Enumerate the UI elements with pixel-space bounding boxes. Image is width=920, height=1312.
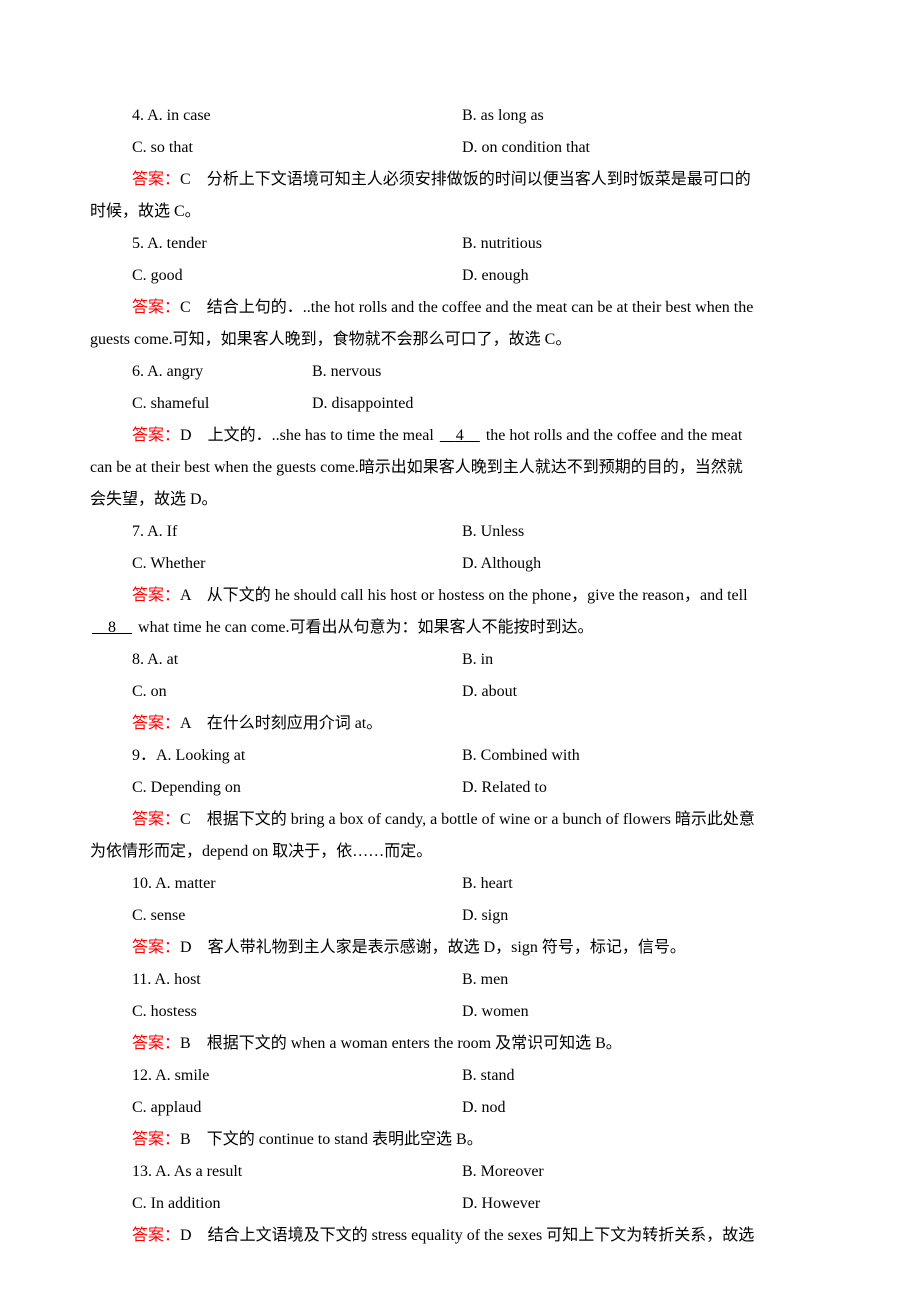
option-12a: 12. A. smile: [132, 1060, 462, 1092]
answer-12: 答案：B 下文的 continue to stand 表明此空选 B。: [90, 1124, 830, 1156]
option-5b: B. nutritious: [462, 228, 830, 260]
option-10b: B. heart: [462, 868, 830, 900]
option-8d: D. about: [462, 676, 830, 708]
option-7d: D. Although: [462, 548, 830, 580]
answer-13: 答案：D 结合上文语境及下文的 stress equality of the s…: [90, 1220, 830, 1252]
option-7c: C. Whether: [132, 548, 462, 580]
option-5c: C. good: [132, 260, 462, 292]
answer-11: 答案：B 根据下文的 when a woman enters the room …: [90, 1028, 830, 1060]
option-6c: C. shameful: [132, 388, 312, 420]
option-10c: C. sense: [132, 900, 462, 932]
answer-6-cont: can be at their best when the guests com…: [90, 452, 830, 484]
option-11d: D. women: [462, 996, 830, 1028]
answer-8: 答案：A 在什么时刻应用介词 at。: [90, 708, 830, 740]
option-13a: 13. A. As a result: [132, 1156, 462, 1188]
option-9b: B. Combined with: [462, 740, 830, 772]
option-8a: 8. A. at: [132, 644, 462, 676]
option-5a: 5. A. tender: [132, 228, 462, 260]
option-6a: 6. A. angry: [132, 356, 312, 388]
answer-7: 答案：A 从下文的 he should call his host or hos…: [90, 580, 830, 612]
option-8c: C. on: [132, 676, 462, 708]
answer-4-cont: 时候，故选 C。: [90, 196, 830, 228]
option-9a: 9．A. Looking at: [132, 740, 462, 772]
option-10d: D. sign: [462, 900, 830, 932]
answer-7-cont: 8 what time he can come.可看出从句意为：如果客人不能按时…: [90, 612, 830, 644]
answer-5: 答案：C 结合上句的．..the hot rolls and the coffe…: [90, 292, 830, 324]
option-12b: B. stand: [462, 1060, 830, 1092]
option-10a: 10. A. matter: [132, 868, 462, 900]
option-7a: 7. A. If: [132, 516, 462, 548]
option-12c: C. applaud: [132, 1092, 462, 1124]
option-4a: 4. A. in case: [132, 100, 462, 132]
option-11a: 11. A. host: [132, 964, 462, 996]
answer-9-cont: 为依情形而定，depend on 取决于，依……而定。: [90, 836, 830, 868]
answer-9: 答案：C 根据下文的 bring a box of candy, a bottl…: [90, 804, 830, 836]
option-13b: B. Moreover: [462, 1156, 830, 1188]
answer-6-cont2: 会失望，故选 D。: [90, 484, 830, 516]
option-6d: D. disappointed: [312, 388, 413, 420]
answer-6: 答案：D 上文的．..she has to time the meal 4 th…: [90, 420, 830, 452]
answer-5-cont: guests come.可知，如果客人晚到，食物就不会那么可口了，故选 C。: [90, 324, 830, 356]
option-4c: C. so that: [132, 132, 462, 164]
answer-10: 答案：D 客人带礼物到主人家是表示感谢，故选 D，sign 符号，标记，信号。: [90, 932, 830, 964]
option-7b: B. Unless: [462, 516, 830, 548]
option-11c: C. hostess: [132, 996, 462, 1028]
option-13d: D. However: [462, 1188, 830, 1220]
option-9d: D. Related to: [462, 772, 830, 804]
option-9c: C. Depending on: [132, 772, 462, 804]
answer-4: 答案：C 分析上下文语境可知主人必须安排做饭的时间以便当客人到时饭菜是最可口的: [90, 164, 830, 196]
option-8b: B. in: [462, 644, 830, 676]
option-4b: B. as long as: [462, 100, 830, 132]
option-4d: D. on condition that: [462, 132, 830, 164]
option-5d: D. enough: [462, 260, 830, 292]
option-11b: B. men: [462, 964, 830, 996]
option-13c: C. In addition: [132, 1188, 462, 1220]
option-6b: B. nervous: [312, 356, 381, 388]
option-12d: D. nod: [462, 1092, 830, 1124]
